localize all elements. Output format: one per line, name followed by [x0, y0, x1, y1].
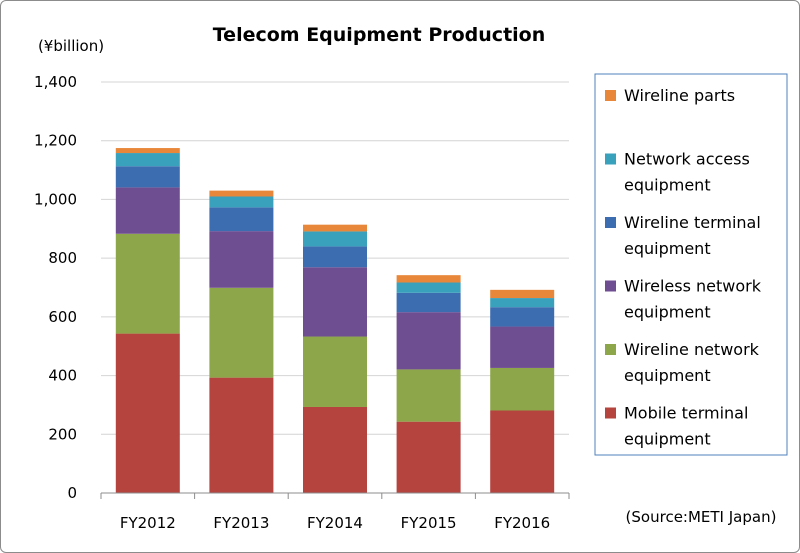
- bar-segment: [115, 148, 180, 154]
- bar-segment: [490, 367, 555, 411]
- bar-segment: [396, 421, 461, 493]
- legend-swatch: [605, 280, 616, 292]
- bar-segment: [396, 282, 461, 293]
- bar-segment: [303, 336, 367, 407]
- bar-segment: [209, 377, 274, 493]
- bar-segment: [115, 333, 180, 493]
- y-tick-label: 200: [48, 425, 77, 443]
- bar-segment: [490, 410, 555, 493]
- legend-label: Wireless network equipment: [624, 277, 762, 322]
- bar-segment: [209, 287, 274, 378]
- bar-series: [115, 148, 555, 493]
- bar-segment: [209, 196, 274, 208]
- legend-box: [594, 73, 788, 456]
- y-axis: 0 200 400 600 800 1,000 1,200 1,400: [34, 73, 77, 502]
- y-tick-label: 600: [48, 308, 77, 326]
- legend-label: Network access equipment: [624, 150, 750, 195]
- bar-segment: [396, 369, 461, 422]
- bar-segment: [490, 307, 555, 327]
- bar-segment: [115, 153, 180, 167]
- unit-label: (¥billion): [38, 37, 104, 55]
- y-tick-label: 1,200: [34, 132, 77, 150]
- bar-segment: [303, 267, 367, 337]
- legend-label: Wireline parts: [624, 86, 735, 105]
- bar-segment: [115, 187, 180, 234]
- bar-segment: [396, 275, 461, 283]
- bar-segment: [490, 298, 555, 308]
- x-tick-label: FY2015: [401, 514, 457, 532]
- legend-label: Wireline network equipment: [624, 340, 760, 385]
- y-tick-label: 400: [48, 367, 77, 385]
- bar-segment: [396, 312, 461, 370]
- y-tick-label: 0: [67, 484, 77, 502]
- bar-segment: [303, 231, 367, 247]
- legend-swatch: [605, 344, 616, 355]
- x-tick-label: FY2012: [120, 514, 176, 532]
- legend-label: Wireline terminal equipment: [624, 213, 761, 258]
- x-tick-label: FY2013: [213, 514, 269, 532]
- bar-segment: [303, 406, 367, 493]
- legend-swatch: [605, 407, 616, 419]
- source-note: (Source:METI Japan): [626, 508, 777, 526]
- legend-swatch: [605, 90, 616, 101]
- bar-segment: [209, 231, 274, 288]
- bar-segment: [115, 233, 180, 334]
- bar-segment: [303, 246, 367, 268]
- legend: Wireline parts Network access equipment Wir…: [594, 73, 788, 456]
- bar-segment: [209, 207, 274, 232]
- legend-swatch: [605, 217, 616, 228]
- legend-swatch: [605, 153, 616, 165]
- y-tick-label: 1,000: [34, 190, 77, 208]
- legend-label: Mobile terminal equipment: [624, 404, 748, 449]
- bar-segment: [209, 190, 274, 197]
- chart-title: Telecom Equipment Production: [213, 24, 546, 46]
- y-tick-label: 800: [48, 249, 77, 267]
- bar-segment: [115, 166, 180, 188]
- bar-segment: [396, 292, 461, 313]
- x-axis: FY2012 FY2013 FY2014 FY2015 FY2016: [100, 492, 570, 532]
- x-tick-label: FY2014: [307, 514, 363, 532]
- bar-segment: [303, 224, 367, 232]
- bar-segment: [490, 289, 555, 299]
- bar-segment: [490, 326, 555, 368]
- y-tick-label: 1,400: [34, 73, 77, 91]
- x-tick-label: FY2016: [494, 514, 550, 532]
